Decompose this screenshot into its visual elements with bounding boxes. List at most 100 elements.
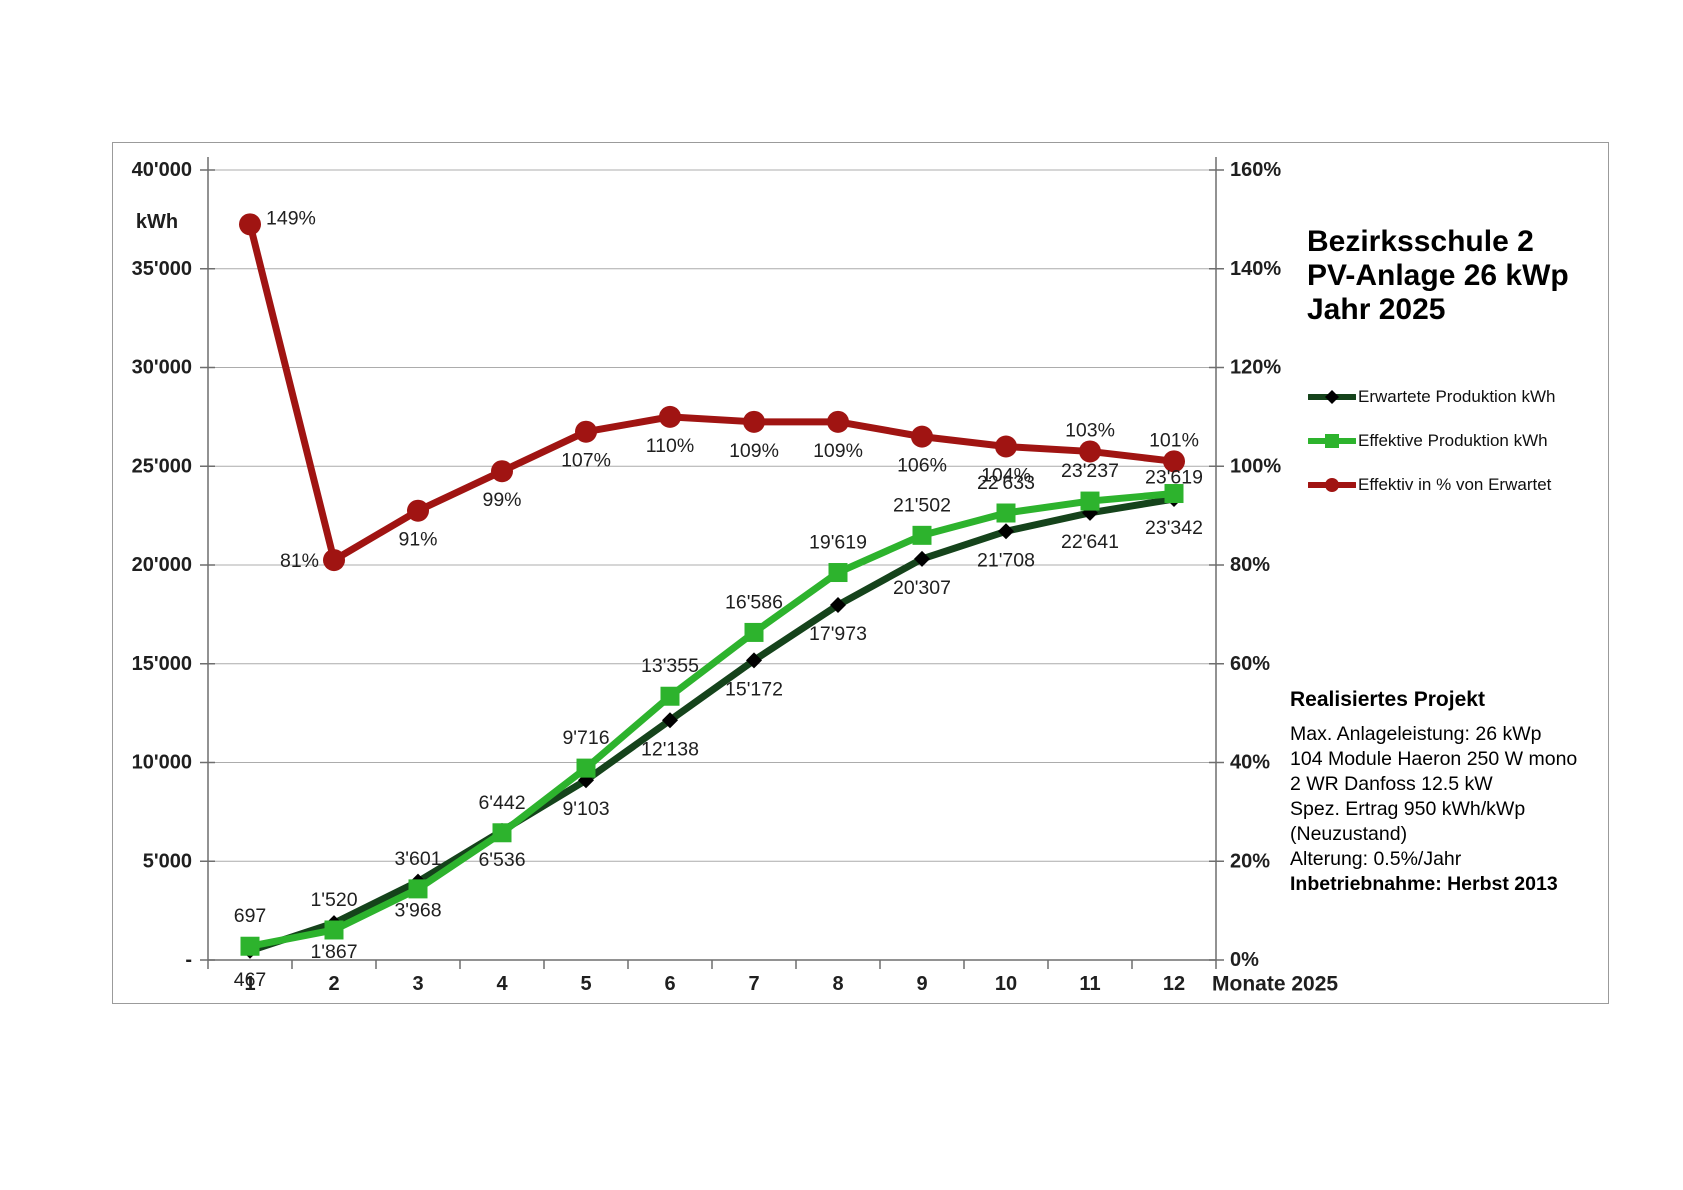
data-label: 22'641 xyxy=(1061,531,1119,553)
x-axis-tick-label: 6 xyxy=(664,973,675,995)
data-label: 23'619 xyxy=(1145,467,1203,489)
x-axis-tick-label: 1 xyxy=(244,973,255,995)
data-label: 15'172 xyxy=(725,678,783,700)
data-label: 103% xyxy=(1065,419,1115,441)
right-axis-tick-label: 40% xyxy=(1230,752,1270,774)
data-label: 22'633 xyxy=(977,472,1035,494)
project-info-line: Max. Anlageleistung: 26 kWp xyxy=(1290,723,1542,745)
project-info-line: Spez. Ertrag 950 kWh/kWp xyxy=(1290,798,1526,820)
data-label: 3'601 xyxy=(394,848,441,870)
marker-square xyxy=(1164,484,1184,504)
legend-item-erwartete-produktion: Erwartete Produktion kWh xyxy=(1308,386,1588,407)
project-info-heading: Realisiertes Projekt xyxy=(1290,688,1485,711)
left-axis-tick-label: 5'000 xyxy=(143,850,192,872)
data-label: 104% xyxy=(981,465,1031,487)
legend-item-effektive-produktion: Effektive Produktion kWh xyxy=(1308,430,1588,451)
marker-square xyxy=(240,936,260,956)
marker-circle xyxy=(995,435,1017,458)
chart-border xyxy=(112,142,1609,1004)
left-axis-tick-label: 20'000 xyxy=(132,554,192,576)
data-label: 107% xyxy=(561,450,611,472)
x-axis-tick-label: 11 xyxy=(1079,973,1100,995)
left-axis-tick-label: 15'000 xyxy=(132,653,192,675)
marker-circle xyxy=(743,410,765,433)
data-label: 106% xyxy=(897,455,947,477)
chart-title-line-3: Jahr 2025 xyxy=(1307,293,1446,326)
marker-circle xyxy=(911,425,933,448)
marker-diamond xyxy=(998,523,1014,540)
data-label: 101% xyxy=(1149,429,1199,451)
series-line-2 xyxy=(246,220,1178,564)
data-label: 13'355 xyxy=(641,655,699,677)
marker-circle xyxy=(575,420,597,443)
marker-diamond xyxy=(1082,504,1098,521)
data-label: 17'973 xyxy=(809,623,867,645)
chart-legend: Erwartete Produktion kWh Effektive Produ… xyxy=(1308,386,1588,518)
marker-diamond xyxy=(914,550,930,567)
data-label: 20'307 xyxy=(893,577,951,599)
right-axis-tick-label: 60% xyxy=(1230,653,1270,675)
x-axis-tick-label: 8 xyxy=(832,973,843,995)
x-axis-tick-label: 3 xyxy=(412,973,423,995)
data-label: 109% xyxy=(729,440,779,462)
right-axis-tick-label: 120% xyxy=(1230,357,1281,379)
right-axis-tick-label: 80% xyxy=(1230,554,1270,576)
marker-diamond xyxy=(830,597,846,614)
marker-circle xyxy=(491,460,513,483)
chart-title-line-2: PV-Anlage 26 kWp xyxy=(1307,259,1569,292)
marker-square xyxy=(744,622,764,642)
data-label: 16'586 xyxy=(725,591,783,613)
left-axis-tick-label: 30'000 xyxy=(132,357,192,379)
legend-marker-effektive xyxy=(1308,433,1356,448)
data-label: 9'103 xyxy=(562,798,609,820)
data-label: 19'619 xyxy=(809,532,867,554)
right-axis-tick-label: 0% xyxy=(1230,949,1259,971)
legend-marker-erwartete xyxy=(1308,389,1356,404)
data-label: 149% xyxy=(266,207,316,229)
data-label: 21'708 xyxy=(977,549,1035,571)
left-axis-tick-label: 40'000 xyxy=(132,159,192,181)
legend-marker-shape xyxy=(1325,433,1339,448)
data-label: 91% xyxy=(398,529,437,551)
x-axis-tick-label: 4 xyxy=(496,973,508,995)
project-info-line: (Neuzustand) xyxy=(1290,823,1408,845)
data-label: 12'138 xyxy=(641,738,699,760)
marker-square xyxy=(996,503,1016,523)
marker-circle xyxy=(1163,450,1185,473)
marker-square xyxy=(828,563,848,583)
marker-circle xyxy=(239,213,261,236)
data-label: 99% xyxy=(482,489,521,511)
chart-title-line-1: Bezirksschule 2 xyxy=(1307,225,1534,258)
x-axis-tick-label: 12 xyxy=(1163,973,1185,995)
project-info-box: Realisiertes Projekt Max. Anlageleistung… xyxy=(1290,688,1590,897)
right-axis-tick-label: 160% xyxy=(1230,159,1281,181)
marker-circle xyxy=(659,405,681,428)
legend-marker-shape xyxy=(1325,389,1339,404)
data-label: 467 xyxy=(234,969,267,991)
series-line-1 xyxy=(246,490,1178,950)
marker-square xyxy=(408,879,428,899)
marker-square xyxy=(576,758,596,778)
marker-diamond xyxy=(662,712,678,729)
data-label: 23'342 xyxy=(1145,517,1203,539)
marker-circle xyxy=(1079,440,1101,463)
data-label: 109% xyxy=(813,440,863,462)
data-label: 23'237 xyxy=(1061,460,1119,482)
x-axis-tick-label: 7 xyxy=(748,973,759,995)
marker-square xyxy=(324,920,344,940)
marker-square xyxy=(660,686,680,706)
left-axis-title: kWh xyxy=(136,211,178,233)
data-label: 21'502 xyxy=(893,494,951,516)
left-axis-tick-label: 10'000 xyxy=(132,752,192,774)
left-axis-tick-label: - xyxy=(185,949,192,971)
legend-label: Erwartete Produktion kWh xyxy=(1358,386,1556,406)
left-axis-tick-label: 25'000 xyxy=(132,455,192,477)
marker-square xyxy=(1080,491,1100,511)
left-axis-tick-label: 35'000 xyxy=(132,258,192,280)
legend-item-effektiv-prozent: Effektiv in % von Erwartet xyxy=(1308,474,1588,495)
x-axis-title: Monate 2025 xyxy=(1212,973,1338,996)
right-axis-tick-label: 20% xyxy=(1230,850,1270,872)
x-axis-tick-label: 5 xyxy=(580,973,591,995)
